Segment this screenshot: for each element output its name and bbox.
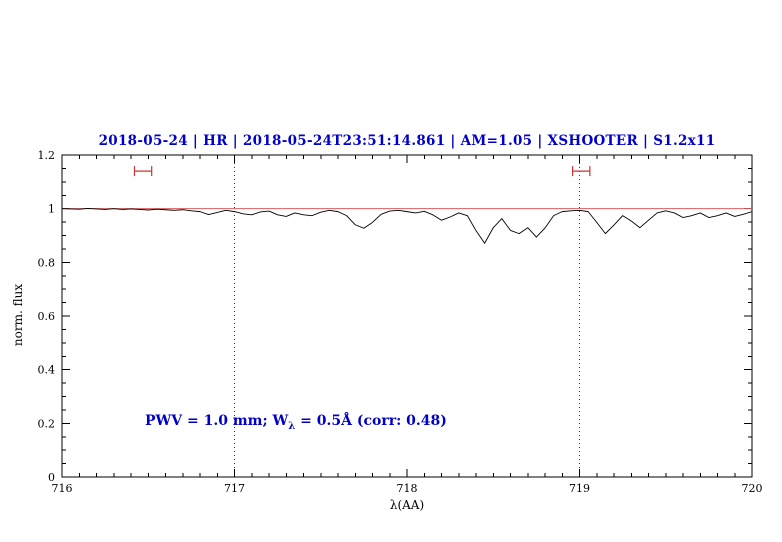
x-tick-label: 719 <box>569 482 590 495</box>
x-axis-label: λ(AA) <box>389 498 425 512</box>
axis-ticks: 716 717 718 719 720 0 0.2 0.4 0.6 0.8 1 1.2 <box>38 149 763 495</box>
y-tick-label: 0 <box>48 471 55 484</box>
y-tick-label: 1 <box>48 203 55 216</box>
reference-lines <box>234 155 580 477</box>
wavelength-range-markers <box>133 166 591 177</box>
pwv-annotation-lambda-sub: λ <box>288 420 296 432</box>
y-tick-label: 0.8 <box>38 256 56 269</box>
plot-title: 2018-05-24 | HR | 2018-05-24T23:51:14.86… <box>98 133 716 149</box>
x-tick-label: 718 <box>397 482 418 495</box>
pwv-annotation: PWV = 1.0 mm; Wλ = 0.5Å (corr: 0.48) <box>145 413 447 432</box>
y-tick-label: 1.2 <box>38 149 56 162</box>
x-tick-label: 717 <box>224 482 245 495</box>
pwv-annotation-prefix: PWV = 1.0 mm; W <box>145 413 289 429</box>
y-tick-label: 0.6 <box>38 310 56 323</box>
y-tick-label: 0.4 <box>38 364 56 377</box>
pwv-annotation-suffix: = 0.5Å (corr: 0.48) <box>295 413 447 429</box>
x-tick-label: 716 <box>52 482 73 495</box>
spectrum-line <box>61 207 753 244</box>
y-tick-label: 0.2 <box>38 417 56 430</box>
x-tick-label: 720 <box>742 482 763 495</box>
y-axis-label: norm. flux <box>11 283 25 347</box>
